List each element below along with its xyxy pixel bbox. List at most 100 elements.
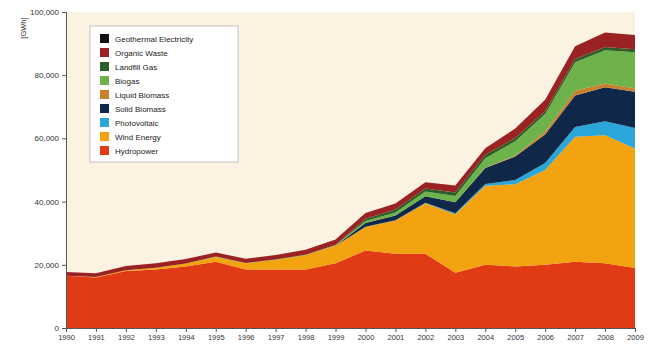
legend-swatch [100,48,109,57]
tick: 1992 [118,328,135,342]
plot-background [66,12,635,328]
legend-swatch [100,76,109,85]
area [66,33,635,278]
tick: 100,000 [30,8,66,17]
legend-label: Wind Energy [115,133,161,142]
legend-item: Photovoltaic [100,118,159,128]
tick: 80,000 [35,71,66,80]
tick: 0 [55,324,66,333]
legend-label: Biogas [115,77,139,86]
tick-mark [365,328,366,332]
tick-label: 1995 [208,333,225,342]
tick-mark [425,328,426,332]
tick-mark [455,328,456,332]
area [66,32,635,273]
tick-label: 100,000 [30,8,59,17]
tick-mark [545,328,546,332]
tick-label: 1997 [268,333,285,342]
tick-label: 20,000 [35,261,60,270]
tick: 2007 [567,328,584,342]
tick: 2002 [418,328,435,342]
tick-label: 1996 [238,333,255,342]
tick: 1990 [58,328,75,342]
legend-item: Biogas [100,76,139,86]
tick-mark [156,328,157,332]
tick-mark [62,75,66,76]
tick-mark [485,328,486,332]
legend-item: Solid Biomass [100,104,166,114]
tick-label: 2003 [447,333,464,342]
tick: 2003 [447,328,464,342]
tick: 1991 [88,328,105,342]
tick-label: 1990 [58,333,75,342]
tick-label: 1991 [88,333,105,342]
tick: 1997 [268,328,285,342]
tick: 2004 [477,328,494,342]
legend-item: Landfill Gas [100,62,157,72]
tick: 2001 [388,328,405,342]
tick: 2008 [597,328,614,342]
legend-swatch [100,132,109,141]
axis-line [67,329,636,333]
tick-label: 1992 [118,333,135,342]
y-axis: 0 20,000 40,000 60,000 80,000 100,000 [30,8,66,333]
legend-label: Hydropower [115,147,158,156]
tick-mark [62,12,66,13]
tick: 1998 [298,328,315,342]
tick-label: 1994 [178,333,195,342]
tick: 1996 [238,328,255,342]
tick-label: 1999 [328,333,345,342]
x-axis: 1990 1991 1992 1993 1994 1995 1996 1997 1998 1999… [58,328,644,342]
tick-mark [62,328,66,329]
legend-label: Solid Biomass [115,105,166,114]
plot: 0 20,000 40,000 60,000 80,000 100,000 1990 1991… [30,8,644,342]
tick-label: 40,000 [35,198,60,207]
legend-label: Liquid Biomass [115,91,169,100]
legend-item: Geothermal Electricity [100,34,193,44]
tick-mark [515,328,516,332]
tick: 40,000 [35,198,66,207]
tick-label: 1993 [148,333,165,342]
legend-label: Landfill Gas [115,63,157,72]
tick: 1999 [328,328,345,342]
tick-mark [96,328,97,332]
tick-label: 2008 [597,333,614,342]
legend-swatch [100,104,109,113]
tick-label: 80,000 [35,71,60,80]
tick-label: 2007 [567,333,584,342]
tick-mark [62,202,66,203]
tick-mark [62,265,66,266]
axis-line [62,13,67,329]
legend: Geothermal Electricity Organic Waste Landf… [90,26,238,162]
tick: 60,000 [35,134,66,143]
tick-mark [336,328,337,332]
legend-label: Photovoltaic [115,119,159,128]
tick-mark [62,138,66,139]
tick-mark [66,328,67,332]
legend-label: Geothermal Electricity [115,35,193,44]
tick: 20,000 [35,261,66,270]
tick-label: 2000 [358,333,375,342]
legend-swatch [100,90,109,99]
tick-label: 0 [55,324,60,333]
legend-item: Liquid Biomass [100,90,169,100]
axis-title: [GWh] [19,17,28,38]
tick: 1993 [148,328,165,342]
legend-swatch [100,62,109,71]
legend-item: Hydropower [100,146,158,156]
tick-mark [306,328,307,332]
tick: 2009 [627,328,644,342]
legend-swatch [100,118,109,127]
tick-label: 2004 [477,333,494,342]
tick-mark [605,328,606,332]
tick-mark [276,328,277,332]
tick-mark [575,328,576,332]
tick: 2000 [358,328,375,342]
tick: 1994 [178,328,195,342]
tick-label: 2005 [507,333,524,342]
tick: 2006 [537,328,554,342]
legend-label: Organic Waste [115,49,168,58]
chart: 0 20,000 40,000 60,000 80,000 100,000 1990 1991… [0,0,657,354]
tick-label: 2001 [388,333,405,342]
tick-label: 1998 [298,333,315,342]
